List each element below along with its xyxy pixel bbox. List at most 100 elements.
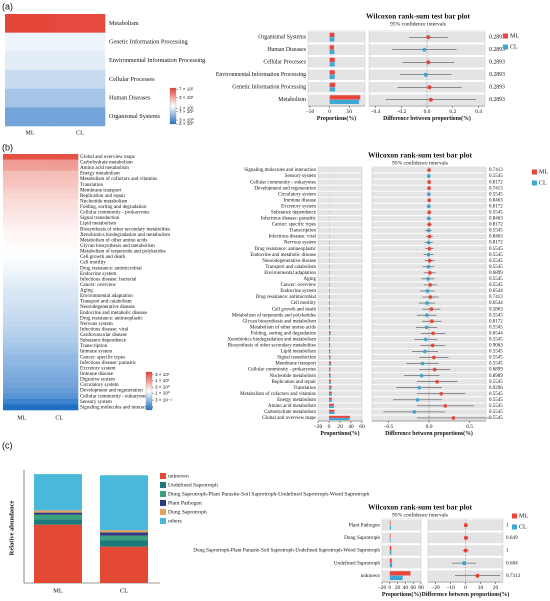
proportion-bar bbox=[329, 309, 330, 312]
heat-cell bbox=[3, 176, 41, 183]
category-label: Environmental Information Processing bbox=[216, 71, 306, 78]
colorbar-label: 1 × 10⁰ bbox=[155, 391, 170, 396]
row-label: Genetic Information Processing bbox=[109, 38, 188, 45]
heat-cell bbox=[40, 209, 79, 216]
row-band bbox=[308, 44, 365, 55]
row-band bbox=[318, 324, 362, 330]
difference-point bbox=[426, 228, 431, 233]
heat-cell bbox=[40, 315, 79, 322]
heat-cell bbox=[5, 88, 56, 108]
stack-segment bbox=[100, 546, 148, 583]
proportion-bar bbox=[329, 99, 360, 104]
difference-point bbox=[420, 361, 425, 366]
heat-cell bbox=[3, 165, 41, 171]
row-label: Amino acid metabolism bbox=[80, 165, 129, 171]
p-value: 0.2893 bbox=[489, 72, 505, 78]
category-label: Folding, sorting and degradation bbox=[251, 331, 317, 336]
p-value: 0.8172 bbox=[489, 223, 503, 228]
p-value: 0.2893 bbox=[489, 85, 505, 91]
p-value: 0.8172 bbox=[489, 241, 503, 246]
category-label: Biosynthesis of other secondary metaboli… bbox=[228, 344, 316, 349]
column-label: CL bbox=[76, 130, 84, 136]
row-band bbox=[318, 173, 362, 179]
heat-cell bbox=[3, 259, 41, 266]
row-band bbox=[318, 318, 362, 324]
heat-cell bbox=[3, 231, 41, 238]
proportion-bar bbox=[329, 327, 330, 330]
category-label: Dung Saprotroph bbox=[344, 535, 380, 541]
category-label: Endocrine and metabolic disease bbox=[250, 253, 316, 258]
difference-point bbox=[426, 60, 431, 65]
stack-segment bbox=[34, 514, 82, 520]
row-label: Nucleotide metabolism bbox=[80, 198, 127, 204]
p-value: 0.5545 bbox=[489, 337, 503, 342]
stack-segment bbox=[100, 540, 148, 547]
category-label: Metabolism of terpenoids and polyketides bbox=[232, 313, 316, 318]
heat-cell bbox=[40, 337, 79, 344]
heat-cell bbox=[40, 365, 79, 372]
heat-cell bbox=[3, 348, 41, 355]
heat-cell bbox=[40, 170, 79, 177]
row-band bbox=[318, 312, 362, 318]
colorbar-label: 3 × 10⁻¹ bbox=[155, 397, 172, 402]
panel-label: (a) bbox=[2, 1, 13, 11]
category-label: Lipid metabolism bbox=[281, 350, 317, 355]
p-value: 0.7413 bbox=[489, 295, 503, 300]
heat-cell bbox=[40, 332, 79, 338]
heat-cell bbox=[40, 359, 79, 366]
proportion-bar bbox=[329, 361, 332, 364]
difference-point bbox=[435, 379, 439, 384]
heat-cell bbox=[40, 243, 79, 249]
heat-cell bbox=[3, 181, 41, 188]
row-label: Aging bbox=[80, 288, 93, 294]
heat-cell bbox=[5, 107, 56, 127]
heat-cell bbox=[40, 343, 79, 350]
heat-cell bbox=[3, 287, 41, 294]
difference-point bbox=[422, 47, 427, 52]
colorbar-label: 1 × 10¹ bbox=[179, 106, 194, 111]
heat-cell bbox=[40, 354, 79, 361]
legend-swatch bbox=[503, 33, 508, 39]
row-band bbox=[382, 520, 421, 531]
difference-point bbox=[430, 319, 434, 324]
row-label: Cardiovascular disease bbox=[80, 332, 128, 338]
heat-cell bbox=[40, 248, 79, 255]
heat-cell bbox=[3, 215, 41, 222]
row-band bbox=[308, 57, 365, 68]
category-label: Metabolism of other amino acids bbox=[250, 325, 316, 330]
category-label: Transcription bbox=[289, 229, 316, 234]
category-label: Development and regeneration bbox=[254, 186, 316, 191]
category-label: Infectious disease: viral bbox=[269, 235, 317, 240]
category-label: Substance dependence bbox=[271, 210, 317, 215]
proportion-bar bbox=[329, 49, 335, 54]
x-tick-label: 0 bbox=[388, 585, 391, 591]
heat-cell bbox=[5, 14, 56, 33]
difference-point bbox=[443, 404, 448, 408]
x-tick-label: 10 bbox=[478, 585, 484, 591]
p-value: 0.2893 bbox=[489, 47, 505, 53]
heat-cell bbox=[40, 282, 79, 288]
difference-point bbox=[428, 295, 433, 299]
x-tick-label: −20 bbox=[431, 585, 440, 591]
row-label: Cellular Processes bbox=[109, 76, 155, 83]
heat-cell bbox=[3, 159, 41, 166]
category-label: Excretory system bbox=[281, 204, 316, 209]
row-band bbox=[318, 234, 362, 240]
category-label: Carbohydrate metabolism bbox=[264, 410, 316, 415]
category-label: Glycan biosynthesis and metabolism bbox=[243, 319, 317, 324]
p-value: 0.5545 bbox=[489, 380, 503, 385]
category-label: Cancer: overview bbox=[281, 283, 317, 288]
p-value: 0.5545 bbox=[489, 192, 503, 197]
proportion-bar bbox=[329, 74, 335, 79]
heat-cell bbox=[3, 337, 41, 344]
p-value: 0.5545 bbox=[489, 416, 503, 421]
heat-cell bbox=[40, 387, 79, 394]
row-label: Digestive system bbox=[80, 377, 115, 383]
heat-cell bbox=[40, 226, 79, 233]
proportion-bar bbox=[329, 290, 330, 294]
p-value: 0.5545 bbox=[489, 253, 503, 258]
difference-point bbox=[425, 301, 429, 305]
plot-title: Wilcoxon rank-sum test bar plot bbox=[368, 503, 472, 512]
colorbar-label: 3 × 10¹ bbox=[155, 372, 170, 377]
row-label: Development and regeneration bbox=[80, 388, 143, 394]
